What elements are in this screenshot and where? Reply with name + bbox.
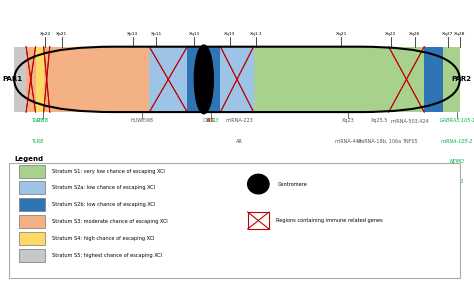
Text: IRAK1: IRAK1 <box>450 179 465 184</box>
Text: TLR8: TLR8 <box>32 138 44 143</box>
Bar <box>19 249 45 262</box>
Bar <box>36 47 44 112</box>
Text: Xq23: Xq23 <box>342 118 355 123</box>
Bar <box>26 47 36 112</box>
Text: Xq1.1: Xq1.1 <box>250 32 262 36</box>
Text: Xq11: Xq11 <box>189 32 200 36</box>
Bar <box>149 47 187 112</box>
Text: miRNA-105-2: miRNA-105-2 <box>441 138 474 143</box>
Bar <box>19 215 45 228</box>
Text: PAR2: PAR2 <box>452 76 472 82</box>
Text: Xp21: Xp21 <box>56 32 67 36</box>
Text: XIC: XIC <box>206 118 216 123</box>
Text: Xq21: Xq21 <box>336 32 347 36</box>
Text: miRNA-18b, 106a: miRNA-18b, 106a <box>358 138 401 143</box>
Text: Centromere: Centromere <box>277 182 307 186</box>
Text: miRNA-448: miRNA-448 <box>335 138 362 143</box>
Text: GABRA3:105-1: GABRA3:105-1 <box>439 118 474 123</box>
Text: TNFS5: TNFS5 <box>402 138 418 143</box>
Bar <box>389 47 424 112</box>
FancyBboxPatch shape <box>9 163 460 278</box>
Text: Xq13: Xq13 <box>224 32 236 36</box>
Text: Stratum S4: high chance of escaping XCI: Stratum S4: high chance of escaping XCI <box>52 236 155 241</box>
Bar <box>220 47 254 112</box>
Text: Stratum S3: moderate chance of escaping XCI: Stratum S3: moderate chance of escaping … <box>52 219 168 224</box>
Text: AR: AR <box>236 138 243 143</box>
Text: miRNA-223: miRNA-223 <box>226 118 253 123</box>
Text: Xp11: Xp11 <box>151 32 162 36</box>
Text: Stratum S2b: low chance of escaping XCI: Stratum S2b: low chance of escaping XCI <box>52 202 155 207</box>
Text: HUWEI98: HUWEI98 <box>131 118 154 123</box>
Text: Xq26: Xq26 <box>409 32 420 36</box>
Ellipse shape <box>194 45 213 114</box>
Bar <box>19 181 45 194</box>
Text: Legend: Legend <box>14 156 43 162</box>
Text: Xp13: Xp13 <box>127 32 138 36</box>
Text: Xq25.5: Xq25.5 <box>371 118 388 123</box>
Bar <box>424 47 443 112</box>
Text: Xq28: Xq28 <box>454 32 465 36</box>
Text: TLR7: TLR7 <box>32 118 44 123</box>
Text: PAR1: PAR1 <box>2 76 22 82</box>
Text: Stratum S2a: low chance of escaping XCI: Stratum S2a: low chance of escaping XCI <box>52 185 155 190</box>
Text: Regions containing immune related genes: Regions containing immune related genes <box>276 218 383 223</box>
Text: CXCR3: CXCR3 <box>203 118 219 123</box>
Bar <box>19 164 45 177</box>
Bar <box>50 47 149 112</box>
Bar <box>254 47 389 112</box>
Ellipse shape <box>248 174 269 194</box>
Text: NEMO: NEMO <box>450 159 465 164</box>
Bar <box>443 47 460 112</box>
Bar <box>187 47 220 112</box>
Bar <box>248 212 269 229</box>
Text: Xp22: Xp22 <box>39 32 51 36</box>
Text: Xq22: Xq22 <box>385 32 397 36</box>
Text: CYBB: CYBB <box>36 118 49 123</box>
Bar <box>19 232 45 245</box>
Text: miRNA-503,424: miRNA-503,424 <box>391 118 429 123</box>
Bar <box>19 198 45 211</box>
Bar <box>14 47 26 112</box>
Text: Stratum S5: highest chance of escaping XCI: Stratum S5: highest chance of escaping X… <box>52 253 162 258</box>
Bar <box>44 47 50 112</box>
Text: Stratum S1: very low chance of escaping XCI: Stratum S1: very low chance of escaping … <box>52 169 165 173</box>
Text: Xq27: Xq27 <box>442 32 454 36</box>
